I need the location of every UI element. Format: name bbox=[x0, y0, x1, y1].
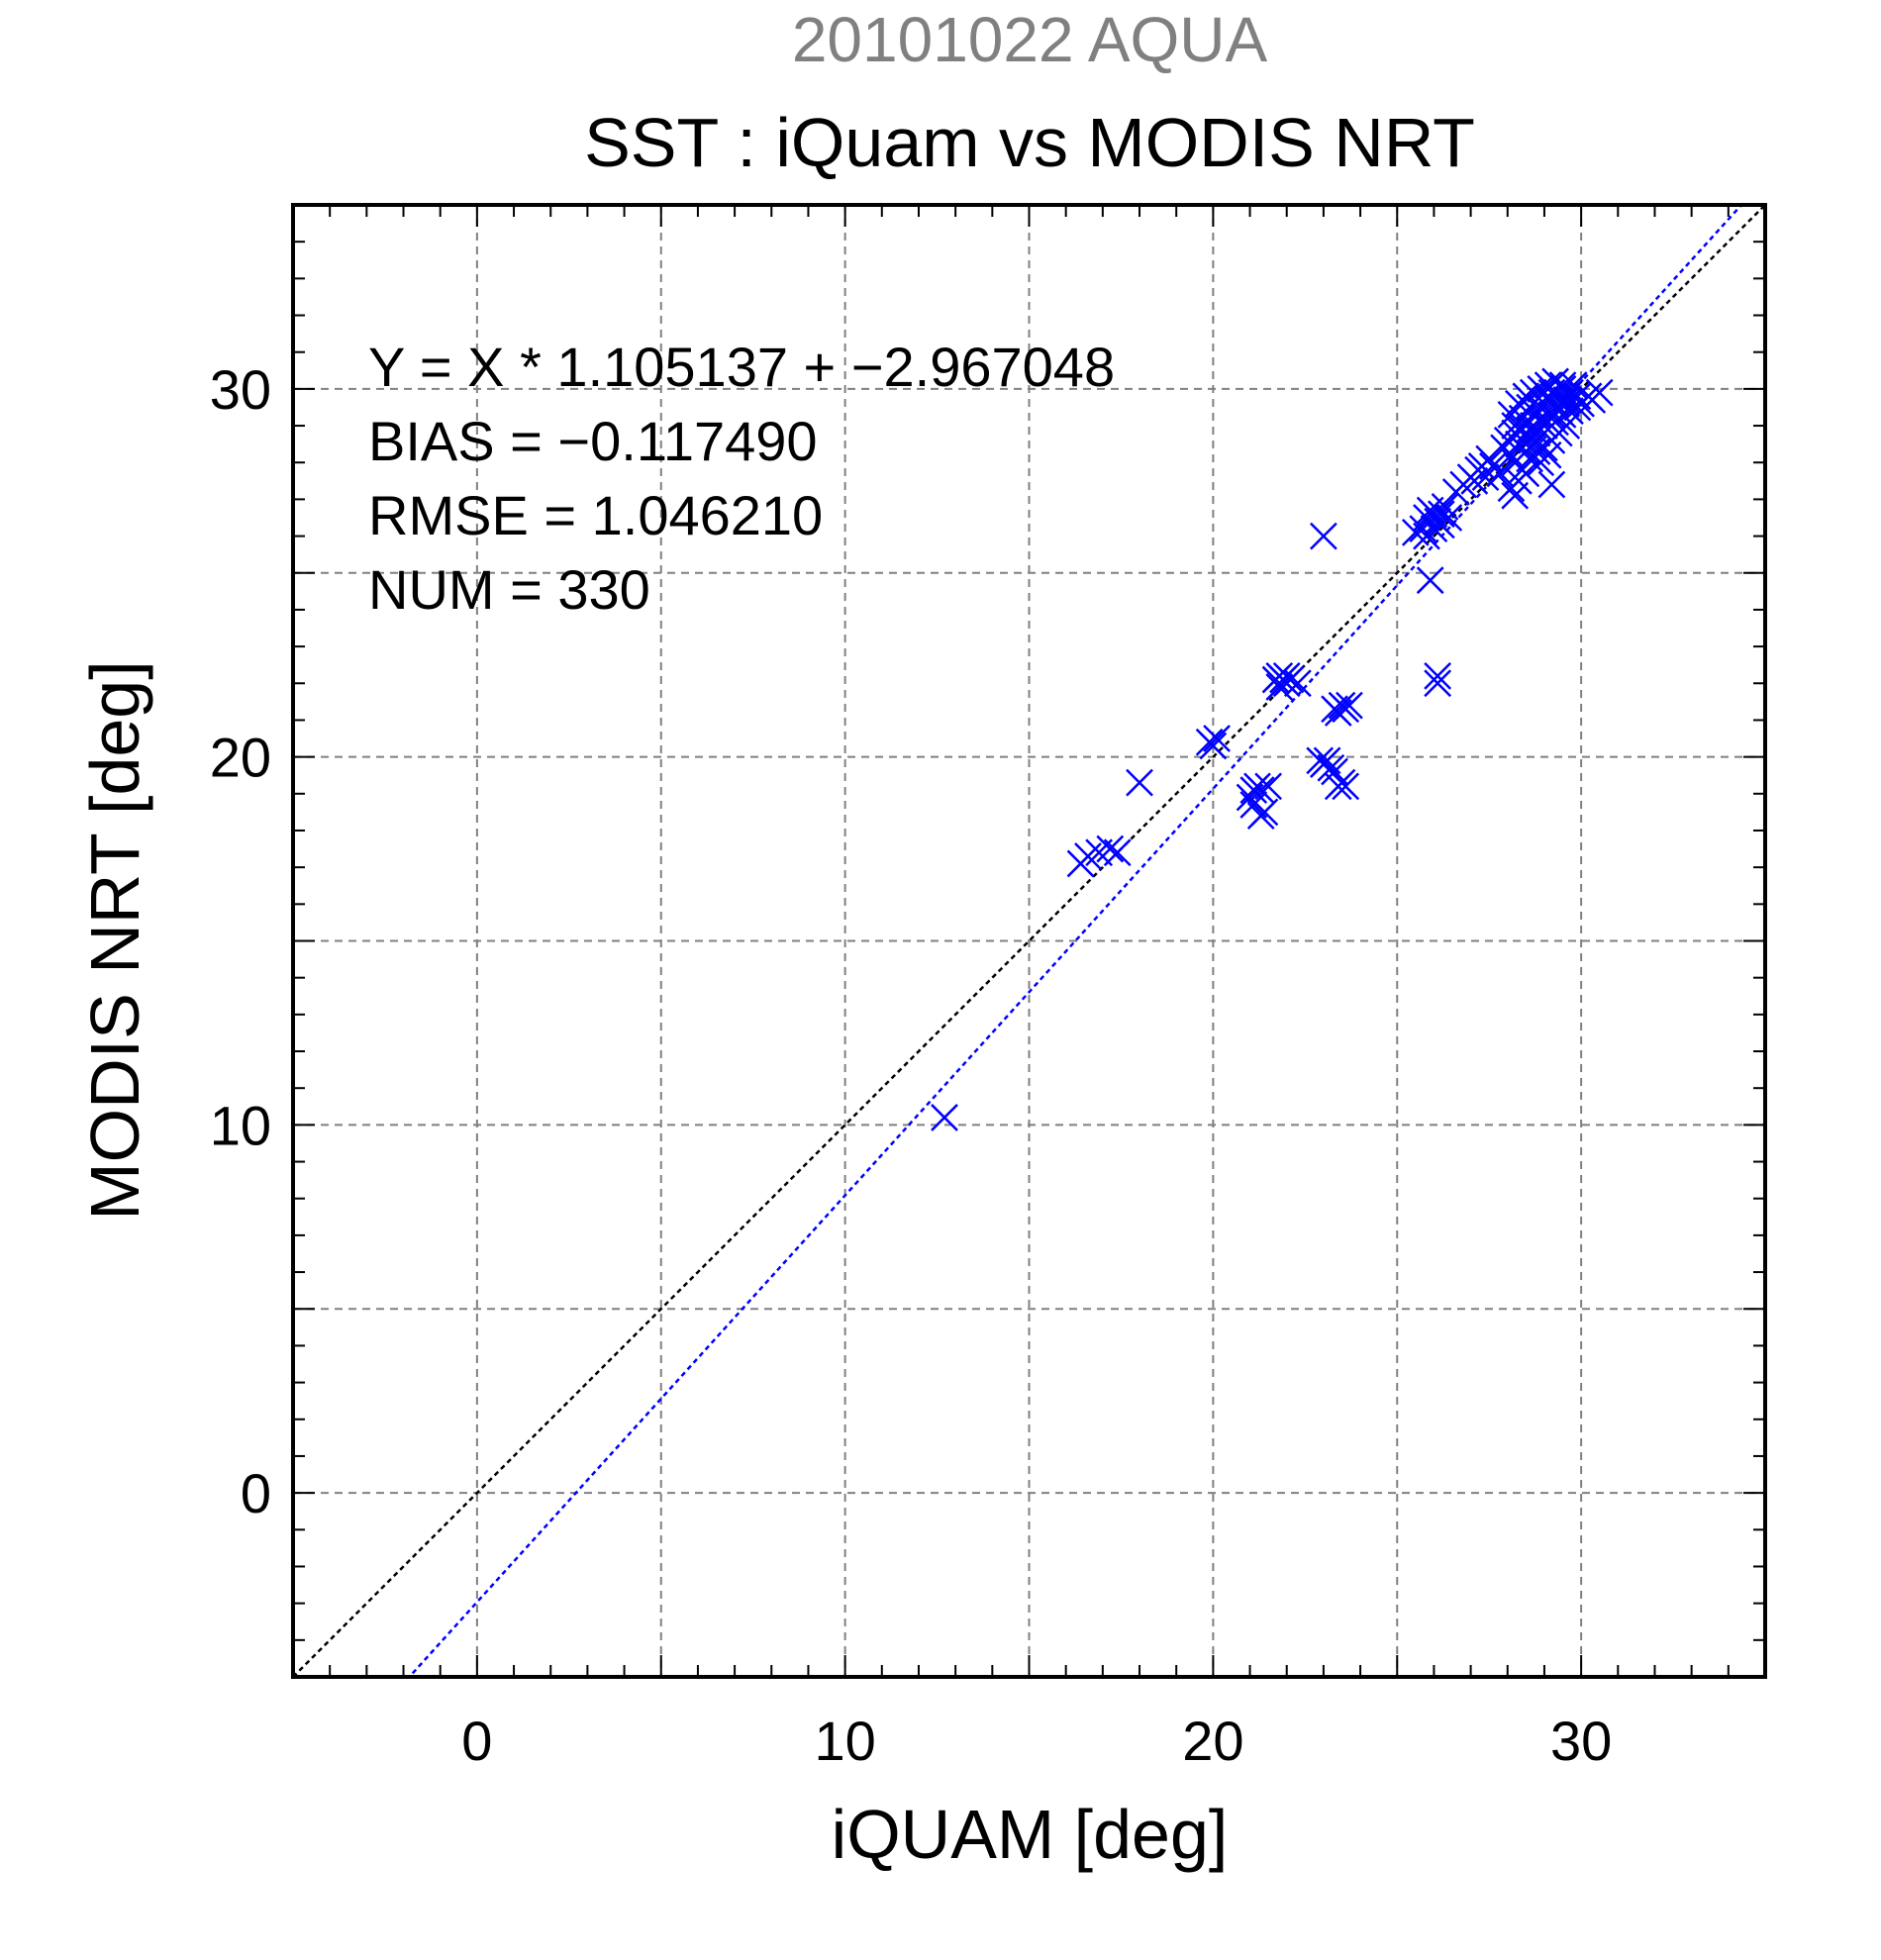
data-point bbox=[1512, 382, 1540, 411]
data-point bbox=[1199, 732, 1228, 760]
bias-stat: BIAS = −0.117490 bbox=[368, 410, 818, 472]
data-point bbox=[1409, 515, 1437, 543]
data-point bbox=[1203, 725, 1231, 752]
chart-supertitle: 20101022 AQUA bbox=[792, 4, 1268, 75]
data-point bbox=[1541, 408, 1569, 437]
y-tick-labels: 0 10 20 30 bbox=[210, 358, 271, 1524]
data-point bbox=[1534, 441, 1562, 469]
data-point bbox=[1103, 838, 1132, 867]
data-point bbox=[1239, 791, 1268, 819]
data-point bbox=[1336, 691, 1363, 720]
num-stat: NUM = 330 bbox=[368, 558, 650, 621]
data-point bbox=[1424, 669, 1452, 698]
x-tick-labels: 0 10 20 30 bbox=[461, 1710, 1612, 1772]
data-point bbox=[1431, 492, 1459, 521]
x-axis-label: iQUAM [deg] bbox=[832, 1796, 1229, 1873]
data-point bbox=[1265, 673, 1294, 701]
data-point bbox=[1501, 481, 1530, 510]
regression-equation: Y = X * 1.105137 + −2.967048 bbox=[368, 336, 1115, 398]
data-point bbox=[1563, 393, 1592, 422]
data-point bbox=[1416, 566, 1444, 595]
y-tick-label: 30 bbox=[210, 358, 271, 421]
data-point bbox=[1512, 459, 1540, 488]
data-point bbox=[1537, 470, 1566, 499]
data-point bbox=[1559, 371, 1588, 400]
data-point bbox=[1310, 522, 1337, 550]
data-point bbox=[1552, 389, 1581, 418]
data-point bbox=[1471, 463, 1500, 491]
data-point bbox=[1254, 772, 1283, 801]
y-tick-label: 0 bbox=[241, 1462, 271, 1524]
grid-lines bbox=[293, 205, 1765, 1677]
y-tick-label: 10 bbox=[210, 1094, 271, 1156]
data-point bbox=[1537, 401, 1566, 429]
data-point bbox=[1324, 772, 1352, 801]
y-axis-label: MODIS NRT [deg] bbox=[76, 660, 153, 1220]
data-point bbox=[1074, 842, 1102, 870]
data-point bbox=[1096, 834, 1125, 863]
data-point bbox=[1424, 661, 1452, 690]
stats-box: Y = X * 1.105137 + −2.967048 BIAS = −0.1… bbox=[368, 336, 1115, 621]
plot-frame bbox=[291, 203, 1767, 1679]
data-point bbox=[931, 1104, 958, 1131]
data-point bbox=[1585, 378, 1614, 407]
x-tick-label: 30 bbox=[1550, 1710, 1612, 1772]
y-tick-label: 20 bbox=[210, 727, 271, 789]
x-tick-label: 10 bbox=[814, 1710, 875, 1772]
data-point bbox=[1413, 522, 1440, 550]
data-point bbox=[1508, 427, 1536, 454]
data-points bbox=[931, 367, 1614, 1131]
data-point bbox=[1332, 772, 1360, 801]
x-tick-label: 0 bbox=[461, 1710, 492, 1772]
data-point bbox=[1435, 504, 1463, 532]
data-point bbox=[1313, 746, 1341, 775]
data-point bbox=[1548, 371, 1577, 400]
x-tick-label: 20 bbox=[1182, 1710, 1243, 1772]
rmse-stat: RMSE = 1.046210 bbox=[368, 484, 823, 546]
data-point bbox=[1460, 466, 1489, 495]
data-point bbox=[1427, 500, 1455, 529]
data-point bbox=[1556, 397, 1584, 426]
chart-title: SST : iQuam vs MODIS NRT bbox=[584, 104, 1475, 181]
data-point bbox=[1246, 776, 1275, 804]
data-point bbox=[1126, 768, 1153, 797]
